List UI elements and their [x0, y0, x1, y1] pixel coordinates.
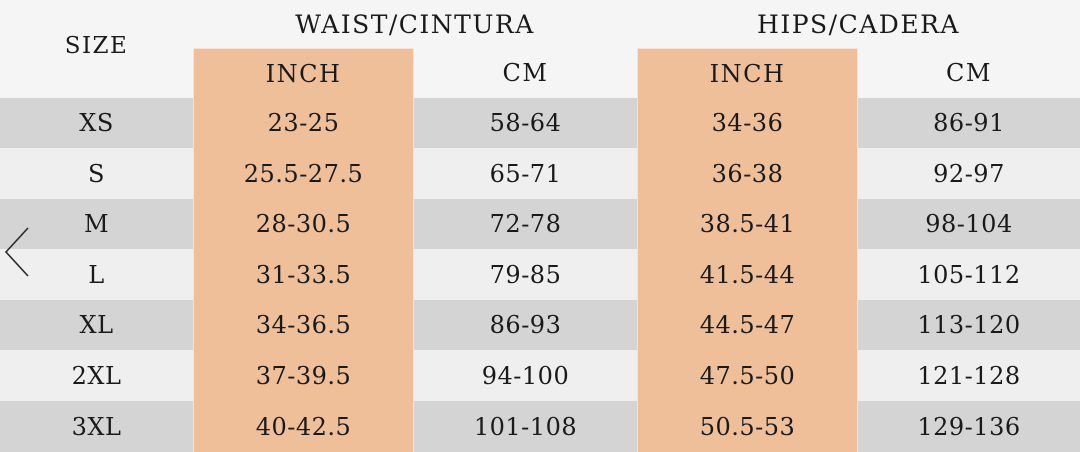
hips-cm-cell: 113-120	[858, 300, 1080, 350]
waist-cm-cell: 94-100	[414, 350, 637, 401]
waist-cm-cell: 101-108	[414, 401, 637, 452]
size-cell: M	[0, 199, 193, 249]
hips-inch-cell: 47.5-50	[637, 350, 858, 401]
waist-cm-header: CM	[414, 48, 637, 98]
waist-inch-cell: 37-39.5	[193, 350, 414, 401]
chevron-left-icon	[4, 227, 29, 277]
size-cell: L	[0, 249, 193, 300]
hips-cm-cell: 92-97	[858, 148, 1080, 199]
size-cell: XL	[0, 300, 193, 350]
waist-cm-cell: 58-64	[414, 98, 637, 148]
waist-cm-cell: 86-93	[414, 300, 637, 350]
size-cell: 2XL	[0, 350, 193, 401]
hips-inch-header: INCH	[637, 48, 858, 98]
previous-image-button[interactable]	[2, 224, 32, 280]
hips-inch-cell: 41.5-44	[637, 249, 858, 300]
waist-inch-cell: 25.5-27.5	[193, 148, 414, 199]
hips-cm-cell: 129-136	[858, 401, 1080, 452]
hips-cm-header: CM	[858, 48, 1080, 98]
waist-cm-cell: 79-85	[414, 249, 637, 300]
size-column-header: SIZE	[0, 0, 193, 98]
size-cell: S	[0, 148, 193, 199]
waist-inch-cell: 28-30.5	[193, 199, 414, 249]
waist-inch-cell: 40-42.5	[193, 401, 414, 452]
hips-inch-cell: 44.5-47	[637, 300, 858, 350]
waist-inch-header: INCH	[193, 48, 414, 98]
waist-inch-cell: 31-33.5	[193, 249, 414, 300]
waist-inch-cell: 34-36.5	[193, 300, 414, 350]
hips-inch-cell: 38.5-41	[637, 199, 858, 249]
hips-cm-cell: 98-104	[858, 199, 1080, 249]
hips-cm-cell: 121-128	[858, 350, 1080, 401]
hips-inch-cell: 36-38	[637, 148, 858, 199]
waist-group-header: WAIST/CINTURA	[193, 0, 637, 48]
hips-cm-cell: 86-91	[858, 98, 1080, 148]
hips-cm-cell: 105-112	[858, 249, 1080, 300]
waist-inch-cell: 23-25	[193, 98, 414, 148]
waist-cm-cell: 72-78	[414, 199, 637, 249]
hips-inch-cell: 50.5-53	[637, 401, 858, 452]
size-cell: 3XL	[0, 401, 193, 452]
hips-inch-cell: 34-36	[637, 98, 858, 148]
size-cell: XS	[0, 98, 193, 148]
waist-cm-cell: 65-71	[414, 148, 637, 199]
hips-group-header: HIPS/CADERA	[637, 0, 1080, 48]
